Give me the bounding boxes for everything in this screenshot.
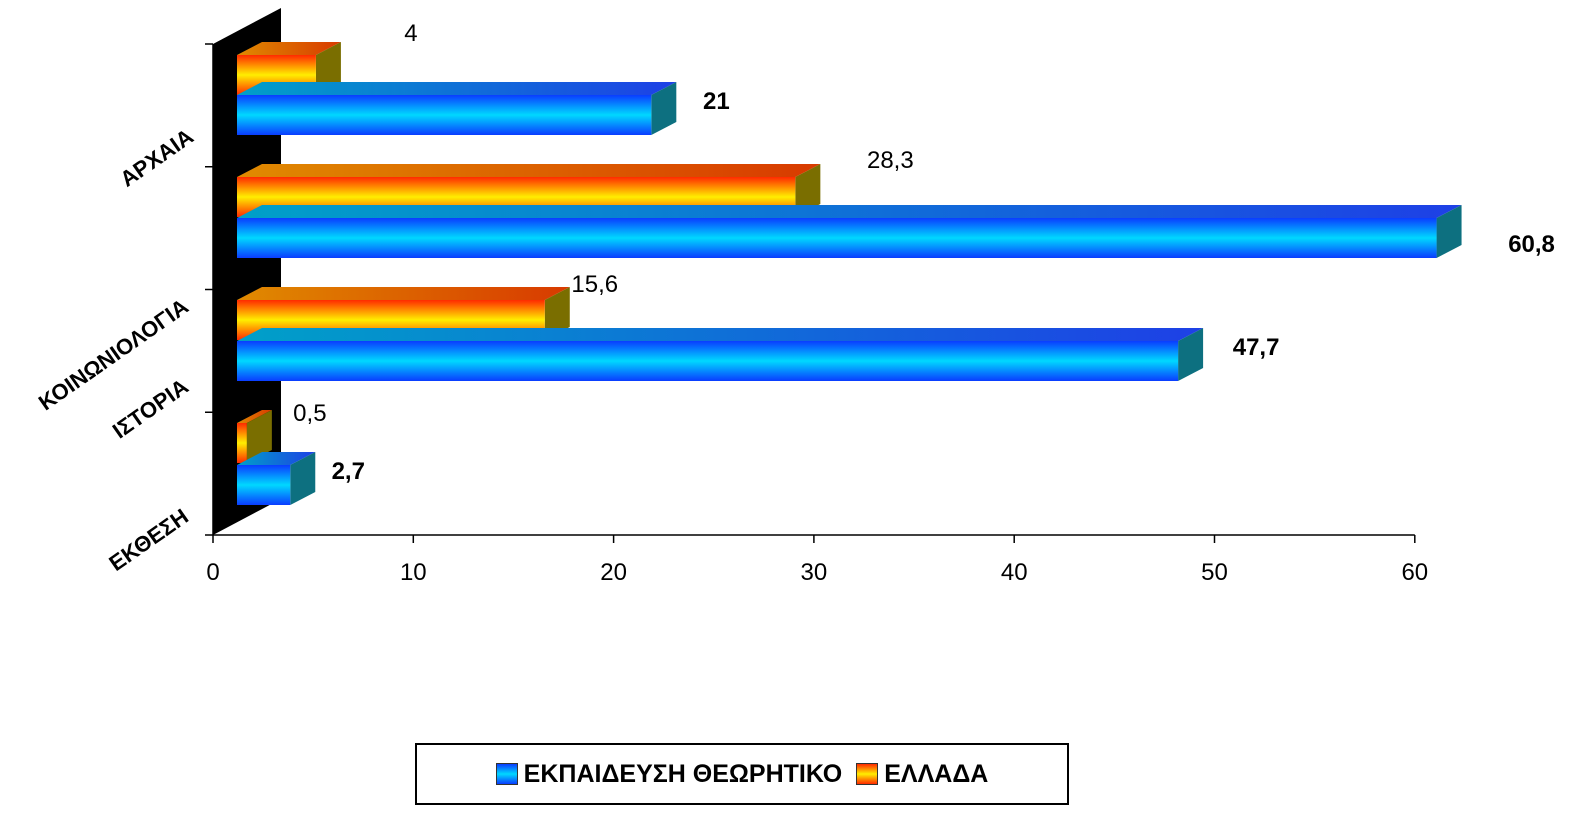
bar-blue-front — [237, 95, 652, 135]
bar-blue-side — [290, 452, 316, 505]
bar-orange-side — [315, 42, 341, 95]
bar-orange-top — [237, 287, 570, 300]
x-tick-label: 40 — [1001, 559, 1028, 586]
legend-item-series-1: ΕΚΠΑΙΔΕΥΣΗ ΘΕΩΡΗΤΙΚΟ — [495, 759, 843, 789]
data-label-orange: 0,5 — [293, 400, 326, 427]
x-tick-label: 10 — [400, 559, 427, 586]
bar-blue — [237, 452, 316, 505]
back-wall — [213, 8, 281, 535]
data-label-blue: 21 — [703, 88, 730, 115]
bar-blue — [237, 82, 677, 135]
x-tick-label: 0 — [206, 559, 219, 586]
bar-orange-front — [237, 423, 247, 463]
bar-blue-side — [1436, 205, 1462, 258]
bar-orange-top — [237, 42, 341, 55]
x-tick-label: 20 — [600, 559, 627, 586]
bar-orange-side — [544, 287, 570, 340]
bar-orange-top — [237, 164, 821, 177]
legend-item-series-2: ΕΛΛΑΔΑ — [856, 760, 988, 789]
bar-blue — [237, 328, 1204, 381]
data-label-blue: 2,7 — [332, 458, 365, 485]
bar-blue-front — [237, 465, 291, 505]
bar-orange-side — [246, 410, 272, 463]
legend-swatch-orange — [856, 763, 879, 785]
data-label-orange: 4 — [404, 20, 417, 47]
bar-blue-top — [237, 328, 1204, 341]
data-label-blue: 47,7 — [1233, 334, 1280, 361]
legend-swatch-blue — [495, 763, 518, 785]
legend-label-series-1: ΕΚΠΑΙΔΕΥΣΗ ΘΕΩΡΗΤΙΚΟ — [523, 759, 843, 788]
category-label: ΙΣΤΟΡΙΑ — [108, 374, 193, 444]
legend: ΕΚΠΑΙΔΕΥΣΗ ΘΕΩΡΗΤΙΚΟ ΕΛΛΑΔΑ — [415, 743, 1069, 805]
category-label: ΑΡΧΑΙΑ — [115, 124, 198, 192]
bar-blue-side — [651, 82, 677, 135]
x-tick-label: 60 — [1401, 559, 1428, 586]
bar-blue — [237, 205, 1462, 258]
bar-orange-side — [795, 164, 821, 217]
data-label-orange: 28,3 — [867, 147, 914, 174]
bar-blue-side — [1178, 328, 1204, 381]
bar-blue-top — [237, 452, 316, 465]
bar-blue-front — [237, 341, 1179, 381]
bar-blue-top — [237, 82, 677, 95]
x-tick-label: 50 — [1201, 559, 1228, 586]
data-label-orange: 15,6 — [571, 271, 618, 298]
data-label-blue: 60,8 — [1508, 231, 1555, 258]
axis-layer: 0 10 20 30 40 50 60 — [205, 8, 1428, 586]
bar-blue-top — [237, 205, 1462, 218]
bar-orange-top — [237, 410, 272, 423]
bar-layer — [237, 42, 1462, 505]
bar-blue-front — [237, 218, 1437, 258]
legend-label-series-2: ΕΛΛΑΔΑ — [884, 759, 989, 788]
bar-orange — [237, 410, 272, 463]
x-tick-label: 30 — [801, 559, 828, 586]
category-label: ΕΚΘΕΣΗ — [104, 504, 192, 576]
